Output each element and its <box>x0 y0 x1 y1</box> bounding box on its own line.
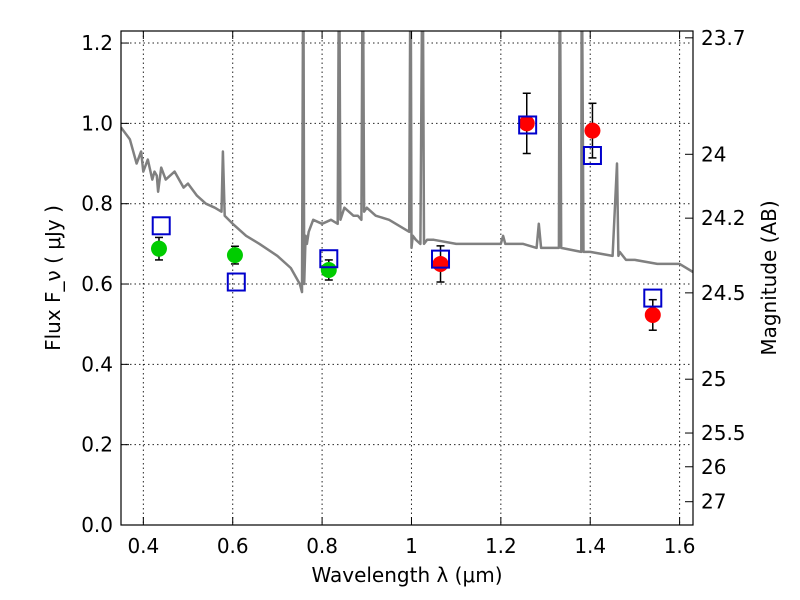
x-tick-label: 1.2 <box>485 534 517 558</box>
y-tick-label: 0.0 <box>81 513 113 537</box>
x-axis-label: Wavelength λ (μm) <box>311 563 502 587</box>
y-tick-label: 0.4 <box>81 352 113 376</box>
y-tick-label: 0.2 <box>81 433 113 457</box>
right-tick-label: 27 <box>701 490 726 514</box>
spectrum-line <box>121 31 693 294</box>
data-point <box>226 247 243 264</box>
data-point <box>150 240 167 257</box>
axis-tick-labels: 0.4 0.6 0.8 1 1.2 1.4 1.6 0.0 0.2 0.4 0.6 0.8 1.0 1.2… <box>81 26 745 558</box>
y-tick-label: 1.2 <box>81 31 113 55</box>
y-axis-label: Flux F_ν ( μJy ) <box>41 205 65 351</box>
right-tick-label: 23.7 <box>701 26 746 50</box>
right-tick-label: 26 <box>701 455 726 479</box>
y-tick-label: 0.6 <box>81 272 113 296</box>
right-axis-label: Magnitude (AB) <box>757 200 781 355</box>
model-point <box>582 146 602 166</box>
model-spectrum <box>121 31 693 294</box>
right-tick-label: 25 <box>701 367 726 391</box>
data-point <box>644 306 661 323</box>
model-point <box>319 249 339 269</box>
right-tick-label: 24.2 <box>701 206 746 230</box>
model-point <box>518 115 538 135</box>
x-tick-label: 0.8 <box>306 534 338 558</box>
plot-frame <box>120 30 694 526</box>
model-point <box>151 216 171 236</box>
photometry-points <box>150 92 663 331</box>
right-tick-label: 24.5 <box>701 281 746 305</box>
x-tick-label: 0.4 <box>127 534 159 558</box>
right-tick-label: 24 <box>701 142 726 166</box>
model-point <box>431 249 451 269</box>
model-point <box>226 272 246 292</box>
data-point <box>320 261 337 278</box>
right-tick-label: 25.5 <box>701 421 746 445</box>
data-point <box>518 115 535 132</box>
data-point <box>584 122 601 139</box>
axis-ticks <box>121 31 693 526</box>
model-point <box>643 288 663 308</box>
x-tick-label: 0.6 <box>217 534 249 558</box>
data-point <box>432 255 449 272</box>
x-tick-label: 1 <box>405 534 418 558</box>
y-tick-label: 0.8 <box>81 192 113 216</box>
x-tick-label: 1.4 <box>574 534 606 558</box>
y-tick-label: 1.0 <box>81 111 113 135</box>
x-tick-label: 1.6 <box>664 534 696 558</box>
